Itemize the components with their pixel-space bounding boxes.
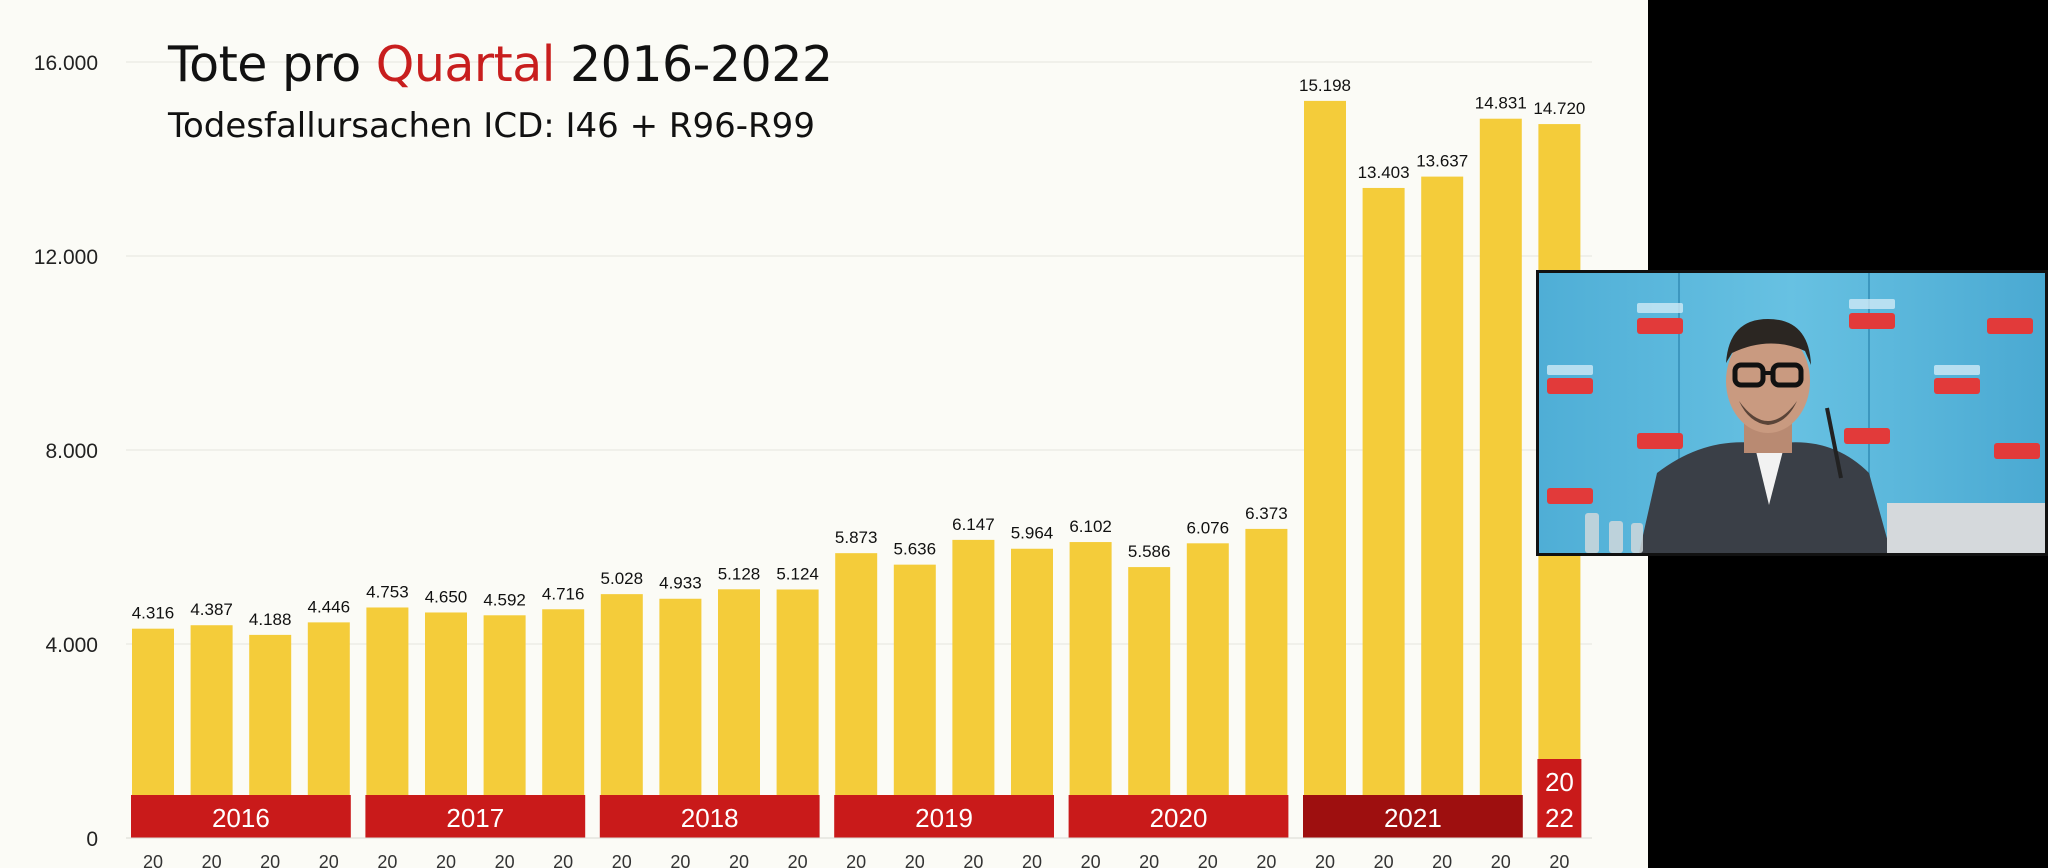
speaker-video-image — [1539, 273, 2045, 553]
data-label: 4.933 — [659, 574, 702, 593]
data-label: 4.753 — [366, 582, 409, 601]
data-label: 6.373 — [1245, 504, 1288, 523]
x-tick-label: 20 — [729, 852, 749, 868]
data-label: 5.586 — [1128, 542, 1171, 561]
x-tick-label: 20 — [905, 852, 925, 868]
x-tick-label: 20 — [1315, 852, 1335, 868]
bar — [835, 553, 878, 838]
year-band-label: 22 — [1545, 803, 1574, 833]
x-tick-label: 20 — [436, 852, 456, 868]
x-tick-label: 20 — [963, 852, 983, 868]
data-label: 6.147 — [952, 515, 995, 534]
year-band-label: 2021 — [1384, 803, 1442, 833]
data-label: 5.028 — [601, 569, 644, 588]
x-tick-label: 20 — [495, 852, 515, 868]
year-band — [834, 795, 1054, 838]
data-label: 6.102 — [1069, 517, 1112, 536]
bar — [893, 564, 936, 838]
bar — [1479, 118, 1522, 838]
x-tick-label: 20 — [143, 852, 163, 868]
backdrop-logo-icon — [1547, 313, 2040, 504]
data-label: 14.831 — [1475, 94, 1527, 113]
chart-title: Tote pro Quartal 2016-2022 — [168, 36, 833, 93]
bar — [1186, 543, 1229, 838]
bar — [952, 539, 995, 838]
year-band — [1068, 795, 1289, 838]
data-label: 5.124 — [776, 564, 819, 583]
data-label: 6.076 — [1187, 518, 1230, 537]
data-label: 15.198 — [1299, 76, 1351, 95]
year-band-label: 2017 — [446, 803, 504, 833]
bar-chart: 0 4.000 8.000 12.000 16.000 4.316 20 4.387 20 4.1… — [34, 52, 1592, 868]
y-tick-label: 8.000 — [45, 440, 98, 463]
x-tick-label: 20 — [1081, 852, 1101, 868]
title-part-1: Tote pro — [168, 36, 376, 93]
data-label: 4.716 — [542, 584, 585, 603]
data-label: 5.964 — [1011, 524, 1054, 543]
x-tick-label: 20 — [612, 852, 632, 868]
year-band — [365, 795, 586, 838]
year-band-label: 2020 — [1150, 803, 1208, 833]
bar — [1304, 100, 1346, 839]
x-tick-label: 20 — [553, 852, 573, 868]
x-tick-label: 20 — [202, 852, 222, 868]
speaker-video-feed — [1536, 270, 2048, 556]
data-label: 5.128 — [718, 564, 761, 583]
bar — [1069, 542, 1112, 838]
year-band-label: 2019 — [915, 803, 973, 833]
year-band-label: 20 — [1545, 767, 1574, 797]
title-part-2: 2016-2022 — [554, 36, 833, 93]
x-tick-label: 20 — [1198, 852, 1218, 868]
chart-slide: 0 4.000 8.000 12.000 16.000 4.316 20 4.387 20 4.1… — [0, 0, 1648, 868]
x-tick-label: 20 — [1432, 852, 1452, 868]
year-band-label: 2016 — [212, 803, 270, 833]
year-band — [131, 795, 351, 838]
glass-bottle-icon — [1585, 513, 1643, 553]
data-label: 4.446 — [308, 597, 351, 616]
year-band — [599, 795, 820, 838]
data-label: 4.188 — [249, 610, 292, 629]
data-label: 4.592 — [483, 590, 526, 609]
x-tick-label: 20 — [1139, 852, 1159, 868]
x-tick-label: 20 — [1374, 852, 1394, 868]
year-band — [1537, 759, 1582, 838]
title-accent: Quartal — [375, 36, 556, 93]
data-label: 4.650 — [425, 587, 468, 606]
chart-subtitle: Todesfallursachen ICD: I46 + R96-R99 — [168, 106, 815, 146]
x-tick-label: 20 — [260, 852, 280, 868]
x-tick-label: 20 — [788, 852, 808, 868]
x-tick-label: 20 — [319, 852, 339, 868]
data-label: 4.316 — [132, 604, 175, 623]
bar — [1362, 187, 1405, 839]
x-tick-label: 20 — [1022, 852, 1042, 868]
x-tick-label: 20 — [1256, 852, 1276, 868]
data-label: 13.637 — [1416, 152, 1468, 171]
year-band-label: 2018 — [681, 803, 739, 833]
x-tick-label: 20 — [1491, 852, 1511, 868]
speaker-figure — [1639, 319, 1891, 553]
data-label: 13.403 — [1358, 163, 1410, 182]
data-label: 5.636 — [894, 540, 937, 559]
data-label: 4.387 — [190, 600, 233, 619]
y-tick-label: 16.000 — [34, 52, 98, 75]
y-tick-label: 0 — [86, 828, 98, 851]
y-tick-label: 4.000 — [45, 634, 98, 657]
x-tick-label: 20 — [670, 852, 690, 868]
y-tick-label: 12.000 — [34, 246, 98, 269]
bar — [1128, 567, 1171, 838]
data-label: 5.873 — [835, 528, 878, 547]
bar — [1421, 176, 1464, 839]
data-label: 14.720 — [1533, 99, 1585, 118]
x-tick-label: 20 — [1549, 852, 1569, 868]
bar — [1011, 548, 1053, 838]
x-tick-label: 20 — [846, 852, 866, 868]
x-tick-label: 20 — [377, 852, 397, 868]
year-band — [1303, 795, 1523, 838]
bar — [1245, 528, 1288, 838]
laptop-icon — [1887, 503, 2045, 553]
